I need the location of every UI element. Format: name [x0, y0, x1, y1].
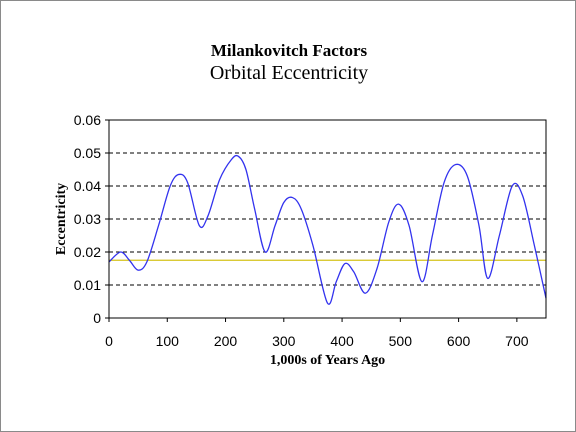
x-tick-label: 0 — [105, 333, 113, 349]
y-tick-label: 0.05 — [74, 145, 101, 161]
x-tick-label: 200 — [214, 333, 238, 349]
tick-labels: 0 0.01 0.02 0.03 0.04 0.05 0.06 0 100 200 300 400 50… — [74, 112, 529, 349]
x-tick-label: 600 — [447, 333, 471, 349]
y-tick-label: 0.01 — [74, 277, 101, 293]
y-tick-label: 0.02 — [74, 244, 101, 260]
series-group — [108, 154, 547, 305]
x-tick-label: 500 — [389, 333, 413, 349]
y-tick-label: 0.04 — [74, 178, 101, 194]
y-tick-label: 0.03 — [74, 211, 101, 227]
x-tick-label: 400 — [330, 333, 354, 349]
chart-subtitle: Orbital Eccentricity — [209, 62, 369, 84]
eccentricity-series-line — [108, 154, 547, 305]
x-axis-label: 1,000s of Years Ago — [270, 353, 385, 368]
x-tick-label: 300 — [272, 333, 296, 349]
gridlines — [109, 152, 546, 286]
y-tick-label: 0.06 — [74, 112, 101, 128]
y-axis-label: Eccentricity — [54, 183, 69, 255]
chart-title: Milankovitch Factors — [210, 41, 368, 60]
x-tick-label: 100 — [156, 333, 180, 349]
x-tick-label: 700 — [505, 333, 529, 349]
y-tick-label: 0 — [93, 310, 101, 326]
